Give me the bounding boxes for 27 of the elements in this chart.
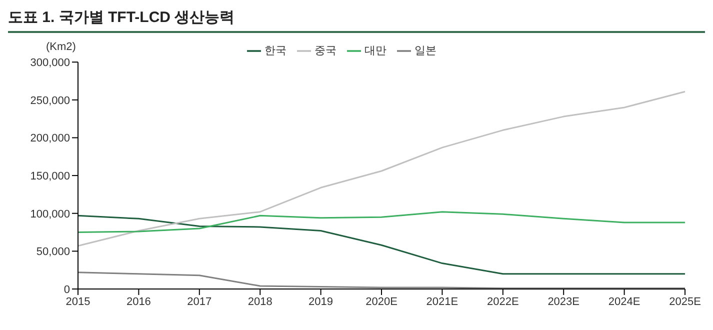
y-tick-label: 0 <box>64 284 70 296</box>
x-tick-label: 2022E <box>486 296 519 308</box>
y-axis-title: (Km2) <box>46 41 76 53</box>
chart-title: 도표 1. 국가별 TFT-LCD 생산능력 <box>8 8 705 33</box>
x-tick-label: 2024E <box>608 296 640 308</box>
legend-label: 일본 <box>414 45 436 57</box>
x-tick-label: 2018 <box>248 296 272 308</box>
x-tick-label: 2020E <box>366 296 398 308</box>
y-tick-label: 100,000 <box>30 208 70 220</box>
x-tick-label: 2025E <box>669 296 701 308</box>
legend-label: 중국 <box>314 45 336 57</box>
y-tick-label: 250,000 <box>30 94 70 107</box>
y-tick-label: 200,000 <box>30 132 70 145</box>
x-tick-label: 2021E <box>426 296 458 308</box>
y-tick-label: 300,000 <box>30 57 70 69</box>
legend-label: 대만 <box>364 45 386 57</box>
x-tick-label: 2017 <box>187 296 212 308</box>
x-tick-label: 2015 <box>66 296 90 308</box>
line-series <box>77 90 686 247</box>
x-tick-label: 2023E <box>548 296 580 308</box>
line-series <box>77 211 686 234</box>
y-tick-label: 150,000 <box>30 170 70 182</box>
legend-label: 한국 <box>264 45 286 57</box>
x-tick-label: 2019 <box>308 296 334 308</box>
line-series <box>77 214 686 275</box>
x-tick-label: 2016 <box>126 296 151 308</box>
y-tick-label: 50,000 <box>36 246 70 258</box>
